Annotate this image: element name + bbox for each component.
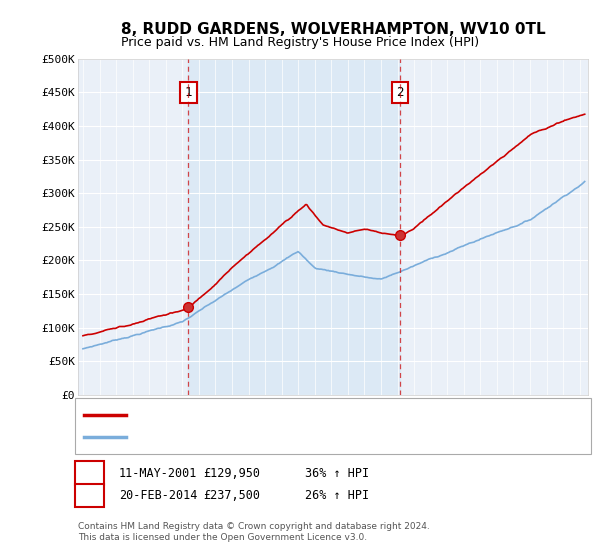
Text: 1: 1: [86, 466, 93, 480]
Text: 36% ↑ HPI: 36% ↑ HPI: [305, 466, 369, 480]
Text: 2: 2: [396, 86, 403, 99]
Text: 11-MAY-2001: 11-MAY-2001: [119, 466, 197, 480]
Text: 2: 2: [86, 489, 93, 502]
Bar: [188, 59, 400, 395]
Text: Price paid vs. HM Land Registry's House Price Index (HPI): Price paid vs. HM Land Registry's House …: [121, 36, 479, 49]
Text: £237,500: £237,500: [203, 489, 260, 502]
Text: 1: 1: [185, 86, 192, 99]
Text: 20-FEB-2014: 20-FEB-2014: [119, 489, 197, 502]
Text: £129,950: £129,950: [203, 466, 260, 480]
Text: 8, RUDD GARDENS, WOLVERHAMPTON, WV10 0TL (detached house): 8, RUDD GARDENS, WOLVERHAMPTON, WV10 0TL…: [135, 409, 505, 419]
Text: This data is licensed under the Open Government Licence v3.0.: This data is licensed under the Open Gov…: [78, 533, 367, 542]
Text: HPI: Average price, detached house, Wolverhampton: HPI: Average price, detached house, Wolv…: [135, 432, 454, 442]
Text: 26% ↑ HPI: 26% ↑ HPI: [305, 489, 369, 502]
Title: 8, RUDD GARDENS, WOLVERHAMPTON, WV10 0TL: 8, RUDD GARDENS, WOLVERHAMPTON, WV10 0TL: [121, 22, 545, 37]
Text: Contains HM Land Registry data © Crown copyright and database right 2024.: Contains HM Land Registry data © Crown c…: [78, 522, 430, 531]
